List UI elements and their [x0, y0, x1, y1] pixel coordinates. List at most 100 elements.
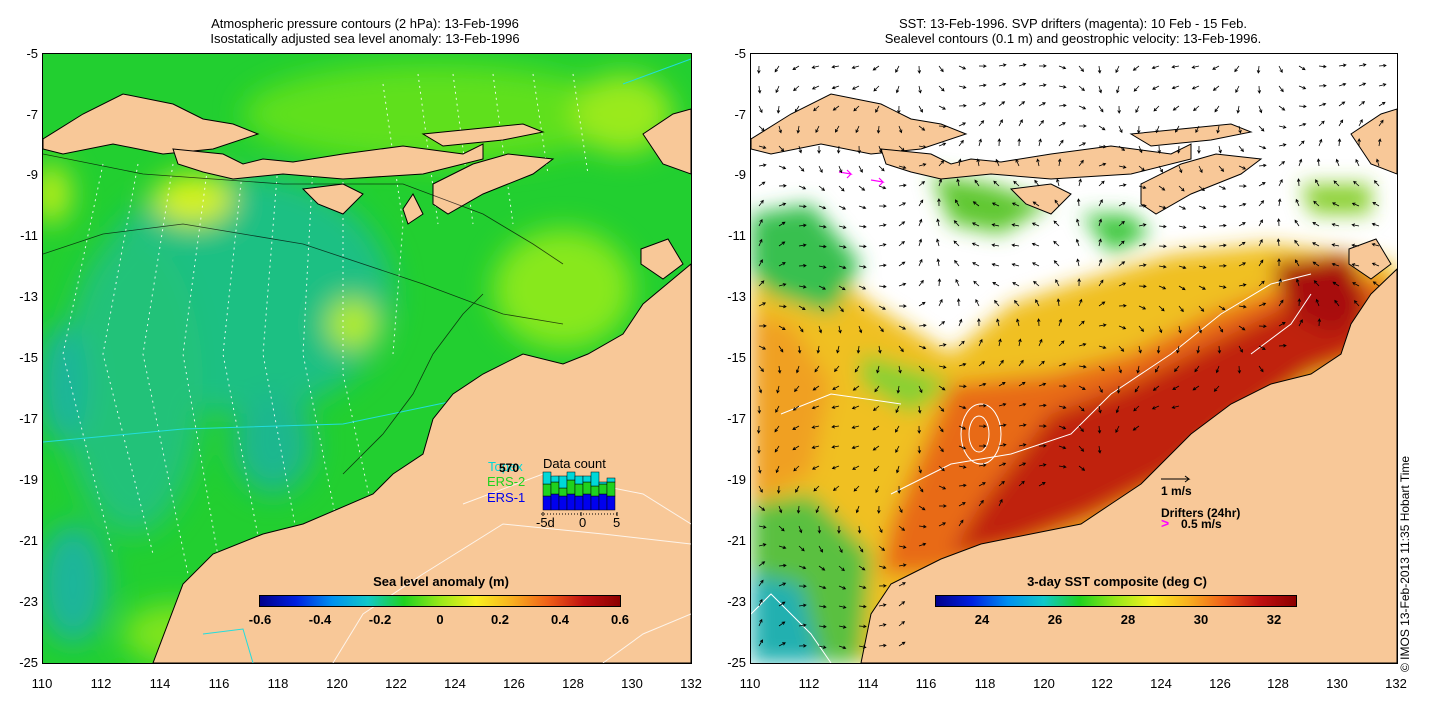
velocity-arrow	[971, 222, 980, 227]
velocity-arrow	[1318, 64, 1327, 69]
velocity-arrow	[835, 125, 840, 133]
velocity-arrow	[1056, 298, 1061, 307]
velocity-arrow	[1078, 65, 1085, 72]
ers2-label: ERS-2	[487, 474, 526, 489]
velocity-arrow	[1315, 179, 1320, 187]
velocity-arrow	[1238, 184, 1247, 188]
velocity-arrow	[831, 445, 840, 449]
velocity-arrow	[978, 360, 986, 367]
velocity-arrow	[1171, 85, 1180, 90]
velocity-arrow	[1136, 125, 1141, 134]
velocity-arrow	[1076, 218, 1080, 227]
velocity-arrow	[1295, 278, 1300, 287]
velocity-arrow	[1115, 65, 1120, 74]
velocity-arrow	[838, 285, 846, 291]
velocity-arrow	[838, 265, 847, 270]
velocity-arrow	[975, 298, 980, 307]
sealevel-contours	[751, 273, 1312, 663]
left-title: Atmospheric pressure contours (2 hPa): 1…	[40, 16, 690, 46]
velocity-arrow	[757, 85, 762, 94]
velocity-arrow	[1078, 178, 1082, 187]
velocity-arrow	[1018, 462, 1027, 467]
velocity-arrow	[758, 485, 763, 493]
velocity-arrow	[1258, 145, 1267, 150]
velocity-arrow	[896, 385, 901, 394]
velocity-arrow	[1038, 482, 1046, 487]
velocity-arrow	[778, 202, 787, 207]
velocity-arrow	[818, 285, 827, 290]
velocity-arrow	[898, 582, 906, 587]
velocity-arrow	[878, 584, 887, 588]
velocity-arrow	[1218, 145, 1222, 154]
velocity-arrow	[1198, 165, 1203, 174]
velocity-arrow	[1238, 304, 1247, 309]
velocity-arrow	[1192, 385, 1200, 391]
velocity-arrow	[1278, 161, 1286, 167]
velocity-arrow	[797, 345, 802, 354]
velocity-arrow	[775, 405, 780, 413]
velocity-arrow	[1076, 198, 1081, 207]
velocity-arrow	[1298, 319, 1303, 327]
velocity-arrow	[1098, 385, 1103, 393]
velocity-arrow	[1258, 219, 1263, 227]
velocity-arrow	[792, 425, 800, 430]
velocity-arrow	[1297, 298, 1302, 307]
velocity-arrow	[1312, 221, 1320, 227]
velocity-arrow	[1038, 360, 1045, 367]
left-xtick: 114	[149, 676, 171, 691]
right-ytick: -23	[727, 594, 746, 609]
velocity-arrow	[1371, 243, 1380, 247]
velocity-arrow	[1195, 125, 1200, 133]
velocity-arrow	[778, 283, 787, 287]
right-ytick: -13	[727, 289, 746, 304]
velocity-arrow	[778, 642, 786, 647]
velocity-arrow	[1191, 65, 1200, 69]
velocity-arrow	[817, 525, 822, 534]
velocity-arrow	[852, 385, 860, 391]
velocity-arrow	[897, 105, 901, 114]
velocity-arrow	[1077, 278, 1081, 287]
velocity-arrow	[1013, 180, 1020, 187]
velocity-arrow	[817, 145, 821, 154]
velocity-arrow	[758, 280, 765, 287]
velocity-arrow	[992, 282, 1000, 287]
velocity-arrow	[938, 124, 947, 129]
velocity-arrow	[776, 385, 780, 394]
drifter-tracks	[838, 169, 885, 187]
velocity-arrow	[1198, 225, 1207, 229]
velocity-arrow	[837, 525, 841, 534]
velocity-arrow	[876, 365, 880, 374]
velocity-arrow	[1158, 205, 1167, 210]
velocity-arrow	[1053, 240, 1060, 247]
velocity-arrow	[1078, 364, 1087, 369]
velocity-arrow	[958, 122, 967, 127]
velocity-arrow	[758, 302, 767, 307]
velocity-arrow	[1018, 119, 1023, 127]
velocity-arrow	[1058, 122, 1066, 127]
velocity-arrow	[1238, 125, 1242, 134]
velocity-arrow	[958, 318, 963, 327]
velocity-arrow	[1278, 322, 1286, 327]
velocity-arrow	[818, 185, 826, 191]
velocity-arrow	[818, 265, 827, 269]
velocity-arrow	[1378, 101, 1386, 107]
velocity-arrow	[1038, 403, 1047, 408]
right-xtick: 122	[1091, 676, 1113, 691]
velocity-arrow	[1152, 85, 1160, 90]
velocity-arrow	[1298, 65, 1306, 71]
velocity-arrow	[1318, 120, 1325, 127]
velocity-arrow	[811, 65, 820, 69]
velocity-arrow	[774, 445, 780, 453]
velocity-arrow	[1176, 145, 1181, 154]
velocity-arrow	[838, 325, 842, 334]
velocity-arrow	[1278, 125, 1287, 129]
velocity-arrow	[1012, 282, 1020, 287]
velocity-arrow	[1153, 105, 1160, 112]
velocity-arrow	[778, 545, 787, 550]
velocity-arrow	[853, 105, 860, 112]
velocity-arrow	[918, 199, 924, 207]
velocity-arrow	[898, 240, 905, 247]
velocity-arrow	[938, 405, 945, 412]
velocity-arrow	[832, 485, 840, 491]
velocity-arrow	[937, 198, 941, 207]
